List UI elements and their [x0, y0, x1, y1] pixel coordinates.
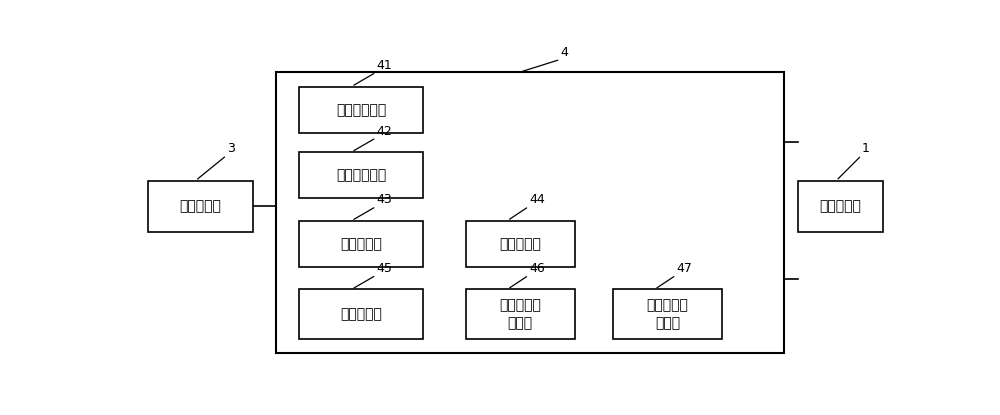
Text: 第二比较器: 第二比较器 — [340, 307, 382, 321]
Text: 46: 46 — [529, 262, 545, 275]
Text: 1: 1 — [862, 142, 870, 155]
Text: 47: 47 — [676, 262, 692, 275]
Bar — [613, 290, 722, 339]
Text: 3: 3 — [227, 142, 235, 155]
Bar — [466, 221, 574, 267]
Text: 45: 45 — [376, 262, 392, 275]
Text: 电压控制电路: 电压控制电路 — [336, 103, 386, 117]
Text: 电池单体选
择电路: 电池单体选 择电路 — [499, 298, 541, 330]
Text: 第一比较器: 第一比较器 — [340, 237, 382, 251]
Text: 第一触发器: 第一触发器 — [499, 237, 541, 251]
Text: 42: 42 — [376, 124, 392, 138]
Text: 电流控制电路: 电流控制电路 — [336, 168, 386, 182]
Text: 41: 41 — [376, 59, 392, 72]
Bar — [798, 181, 883, 232]
Bar — [299, 290, 423, 339]
Bar — [276, 72, 784, 354]
Text: 43: 43 — [376, 193, 392, 206]
Bar — [299, 152, 423, 198]
Text: 放电信号生
成电路: 放电信号生 成电路 — [647, 298, 688, 330]
Text: 44: 44 — [529, 193, 545, 206]
Bar — [148, 181, 253, 232]
Bar — [299, 87, 423, 133]
Text: 4: 4 — [560, 46, 568, 59]
Bar — [299, 221, 423, 267]
Text: 充放电电路: 充放电电路 — [819, 199, 861, 213]
Text: 电压比较器: 电压比较器 — [180, 199, 222, 213]
Bar — [466, 290, 574, 339]
